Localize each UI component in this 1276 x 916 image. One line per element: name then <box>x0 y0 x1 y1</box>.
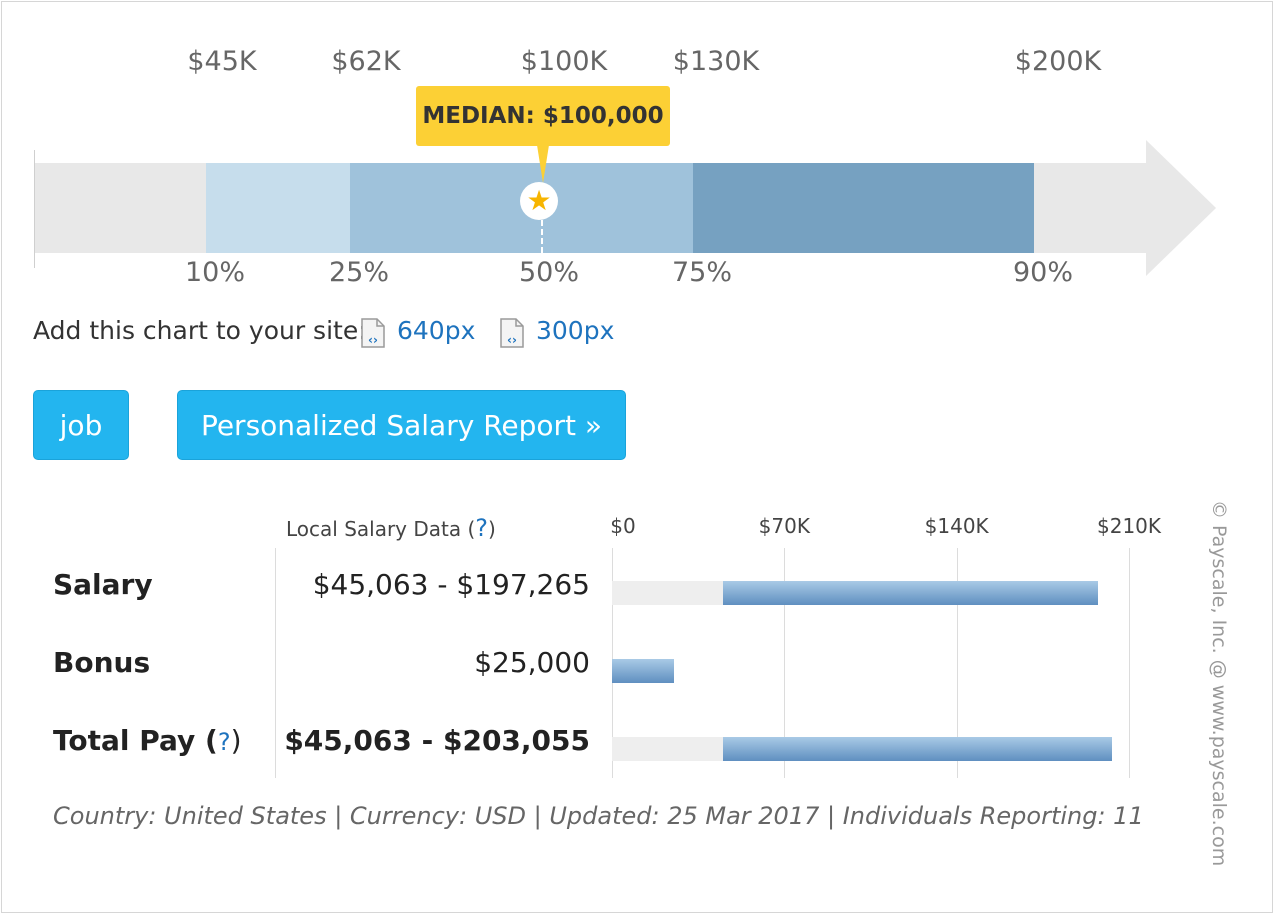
range-bar <box>722 581 1098 605</box>
axis-tick-label: $70K <box>758 514 810 538</box>
value-label-p25: $62K <box>331 46 401 77</box>
row-value-total-pay: $45,063 - $203,055 <box>284 724 590 757</box>
percentile-label-50: 50% <box>518 257 580 288</box>
row-label-salary: Salary <box>53 568 153 601</box>
percentile-label-25: 25% <box>328 257 390 288</box>
row-value-bonus: $25,000 <box>474 646 590 679</box>
median-callout-pointer <box>537 145 549 183</box>
range-start-tick <box>34 150 35 268</box>
row-value-salary: $45,063 - $197,265 <box>312 568 590 601</box>
row-label-bonus: Bonus <box>53 646 151 679</box>
value-label-p75: $130K <box>672 46 760 77</box>
axis-tick-label: $210K <box>1096 514 1162 538</box>
embed-link-300[interactable]: 300px <box>536 316 615 345</box>
segment-p75-p90 <box>693 163 1034 253</box>
axis-tick-label: $140K <box>924 514 989 538</box>
value-label-p50: $100K <box>520 46 608 77</box>
value-label-p90: $200K <box>1014 46 1102 77</box>
copyright-notice: © Payscale, Inc. @ www.payscale.com <box>1208 500 1230 867</box>
axis-tick-label: $0 <box>610 514 636 538</box>
job-button[interactable]: job <box>33 390 129 460</box>
embed-link-640[interactable]: 640px <box>397 316 476 345</box>
median-callout: MEDIAN: $100,000 <box>416 86 670 146</box>
range-arrow-head <box>1146 140 1216 276</box>
star-icon: ★ <box>520 182 558 220</box>
embed-prompt: Add this chart to your site: <box>33 316 367 345</box>
value-label-p10: $45K <box>187 46 257 77</box>
row-label-total-pay: Total Pay (?) <box>53 724 242 757</box>
embed-code-icon[interactable]: ‹› <box>499 318 525 348</box>
percentile-label-75: 75% <box>671 257 733 288</box>
bar-track <box>612 581 723 605</box>
axis-gridline <box>956 548 958 778</box>
help-link[interactable]: ? <box>217 728 231 756</box>
median-marker-line <box>541 220 543 253</box>
embed-code-icon[interactable]: ‹› <box>360 318 386 348</box>
percentile-label-90: 90% <box>1012 257 1074 288</box>
help-link[interactable]: ? <box>475 514 489 542</box>
range-bar <box>722 737 1112 761</box>
bar-track <box>612 737 723 761</box>
data-source-footer: Country: United States | Currency: USD |… <box>53 802 1144 830</box>
svg-text:‹›: ‹› <box>368 333 378 347</box>
local-salary-data-header: Local Salary Data (?) <box>286 514 496 542</box>
percentile-label-10: 10% <box>184 257 246 288</box>
table-divider <box>275 548 276 778</box>
range-bar <box>612 659 674 683</box>
axis-gridline <box>784 548 786 778</box>
svg-text:‹›: ‹› <box>507 333 517 347</box>
segment-p10-p25 <box>206 163 350 253</box>
axis-gridline <box>1129 548 1130 778</box>
salary-report-button[interactable]: Personalized Salary Report » <box>177 390 626 460</box>
